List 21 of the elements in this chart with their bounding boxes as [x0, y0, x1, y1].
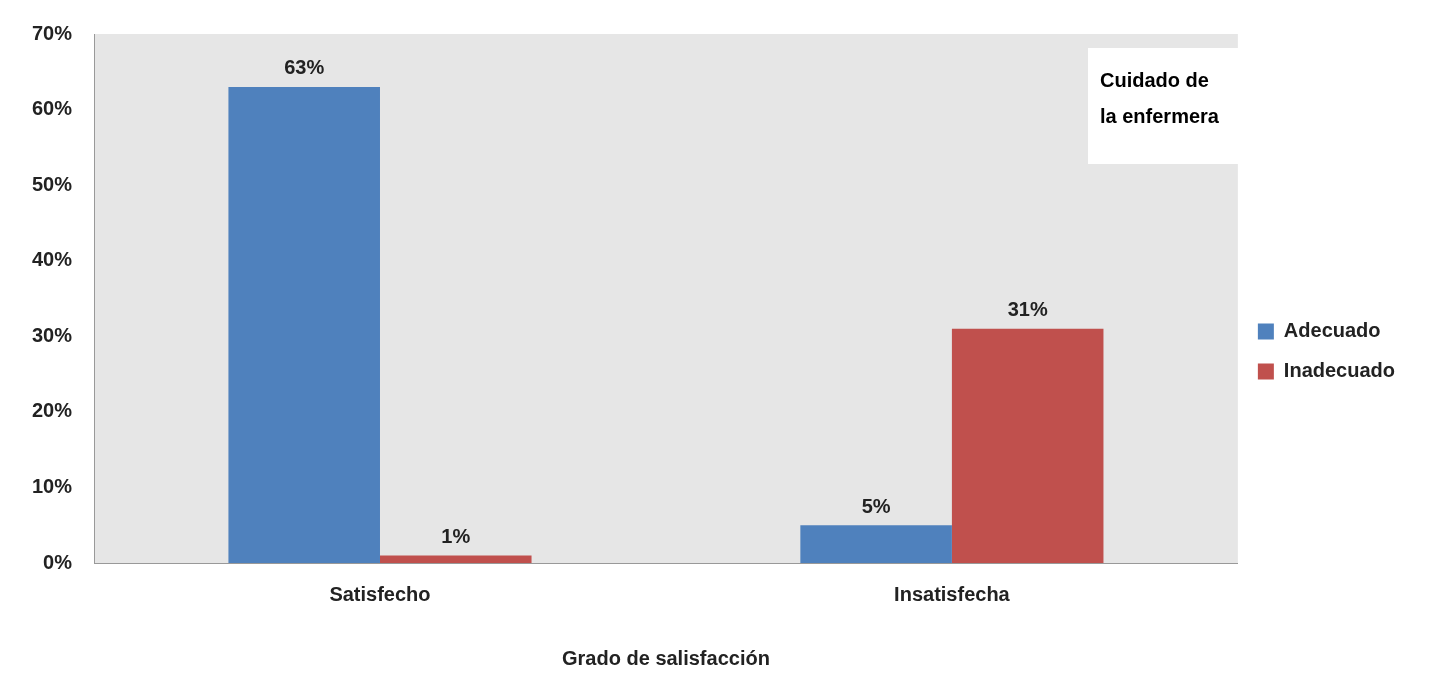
data-label: 5%	[861, 494, 891, 517]
y-tick-label: 20%	[32, 399, 73, 422]
y-tick-label: 40%	[32, 248, 73, 271]
x-axis-title: Grado de salisfacción	[562, 646, 770, 669]
data-label: 63%	[284, 56, 325, 79]
bar	[379, 555, 532, 563]
bar	[800, 525, 952, 563]
y-tick-label: 30%	[32, 323, 73, 346]
bar	[228, 86, 380, 563]
x-tick-label: Insatisfecha	[894, 582, 1011, 605]
legend-label: Inadecuado	[1283, 359, 1396, 382]
y-tick-label: 10%	[32, 474, 73, 497]
bar	[951, 328, 1104, 563]
y-tick-label: 70%	[32, 21, 73, 44]
data-label: 31%	[1007, 298, 1048, 321]
data-label: 1%	[441, 524, 471, 547]
legend-label: Adecuado	[1283, 319, 1381, 342]
y-tick-label: 50%	[32, 172, 73, 195]
x-tick-label: Satisfecho	[329, 582, 431, 605]
y-tick-label: 0%	[43, 550, 73, 573]
y-tick-label: 60%	[32, 97, 73, 120]
